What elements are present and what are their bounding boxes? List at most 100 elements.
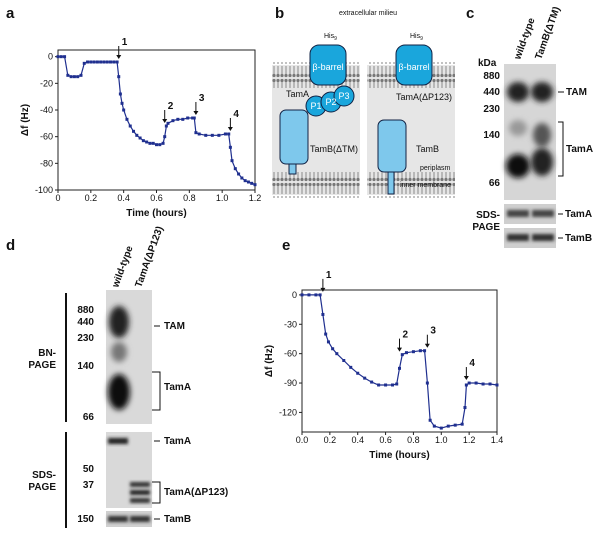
- data-point: [335, 352, 339, 356]
- band-label: TamA: [164, 436, 191, 447]
- annotation-arrowhead: [193, 111, 199, 115]
- data-point: [95, 60, 99, 64]
- data-point: [395, 382, 399, 386]
- x-tick-label: 0: [55, 193, 60, 203]
- x-tick-label: 0.0: [296, 435, 309, 445]
- panel-label: a: [6, 5, 15, 22]
- data-point: [404, 351, 408, 355]
- marker: 50: [83, 464, 95, 475]
- data-point: [138, 136, 142, 140]
- data-point: [186, 116, 190, 120]
- data-point: [63, 55, 67, 59]
- annotation-arrowhead: [424, 343, 430, 348]
- title: SDS-: [32, 470, 56, 481]
- x-tick-label: 0.6: [379, 435, 392, 445]
- data-point: [453, 423, 457, 427]
- plot-frame: [57, 49, 256, 191]
- band: [111, 342, 127, 362]
- lane-label: wild-type: [110, 244, 136, 290]
- data-point: [117, 75, 121, 79]
- annotation-arrowhead: [162, 119, 168, 123]
- panel-label: c: [466, 5, 474, 22]
- data-point: [223, 132, 227, 136]
- band-label: TamB: [565, 233, 592, 244]
- data-point: [210, 133, 214, 137]
- x-tick-label: 0.2: [324, 435, 337, 445]
- data-point: [331, 347, 335, 351]
- band-label: TamA(ΔP123): [164, 487, 228, 498]
- data-point: [240, 176, 244, 180]
- y-tick-label: 0: [292, 290, 297, 300]
- data-point: [155, 143, 158, 147]
- panel-label: b: [275, 5, 284, 22]
- band-label: TamA: [565, 209, 592, 220]
- band: [130, 516, 150, 522]
- data-point: [391, 383, 395, 387]
- x-tick-label: 1.2: [249, 193, 262, 203]
- data-point: [118, 92, 122, 96]
- y-tick-label: -120: [279, 407, 297, 417]
- label: β-barrel: [398, 62, 429, 72]
- data-point: [109, 60, 113, 64]
- band: [109, 306, 129, 338]
- marker: 880: [483, 71, 500, 82]
- band-label: TAM: [566, 87, 587, 98]
- data-point: [59, 55, 63, 59]
- data-point: [227, 132, 231, 136]
- bracket: [152, 371, 161, 411]
- band: [532, 210, 554, 217]
- label: periplasm: [420, 165, 451, 172]
- data-point: [66, 73, 70, 77]
- x-axis-title: Time (hours): [126, 208, 186, 219]
- data-point: [171, 119, 175, 123]
- data-point: [105, 60, 109, 64]
- data-point: [318, 293, 322, 297]
- annotation: 4: [469, 358, 475, 369]
- data-point: [400, 353, 404, 357]
- barrel: [309, 44, 347, 86]
- annotation-arrowhead: [320, 287, 326, 292]
- data-point: [246, 180, 250, 184]
- data-point: [72, 75, 76, 79]
- marker: 230: [77, 333, 94, 344]
- data-point: [481, 382, 485, 386]
- x-tick-label: 0.8: [407, 435, 420, 445]
- data-point: [370, 380, 374, 384]
- title: SDS-: [476, 210, 500, 221]
- data-point: [398, 366, 401, 370]
- x-tick-label: 0.6: [150, 193, 163, 203]
- data-point: [161, 141, 165, 145]
- band: [509, 120, 527, 136]
- data-point: [446, 424, 450, 428]
- marker: 140: [77, 361, 94, 372]
- y-tick-label: -20: [40, 78, 53, 88]
- x-tick-label: 0.4: [351, 435, 364, 445]
- membrane: [272, 172, 360, 198]
- label: β-barrel: [312, 62, 343, 72]
- data-point: [326, 340, 330, 344]
- data-point: [135, 133, 139, 137]
- label: TamB(ΔTM): [310, 144, 358, 154]
- x-axis-title: Time (hours): [369, 450, 429, 461]
- band-label: TAM: [164, 321, 185, 332]
- annotation-arrowhead: [463, 376, 469, 381]
- data-point: [377, 383, 381, 387]
- data-point: [204, 133, 208, 137]
- band: [533, 123, 551, 147]
- data-point: [321, 312, 325, 316]
- data-point: [115, 60, 119, 64]
- band: [108, 374, 130, 410]
- data-point: [128, 124, 132, 128]
- membrane: [367, 172, 455, 198]
- marker: 230: [483, 104, 500, 115]
- data-point: [307, 293, 311, 297]
- diagram: b extracellular milieu β-barrel β-barrel…: [272, 5, 455, 198]
- data-point: [79, 73, 83, 77]
- marker: 66: [489, 178, 501, 189]
- data-point: [56, 55, 60, 59]
- label: 9: [334, 36, 337, 42]
- tamb: [288, 163, 297, 175]
- band: [507, 234, 529, 241]
- band: [507, 82, 529, 102]
